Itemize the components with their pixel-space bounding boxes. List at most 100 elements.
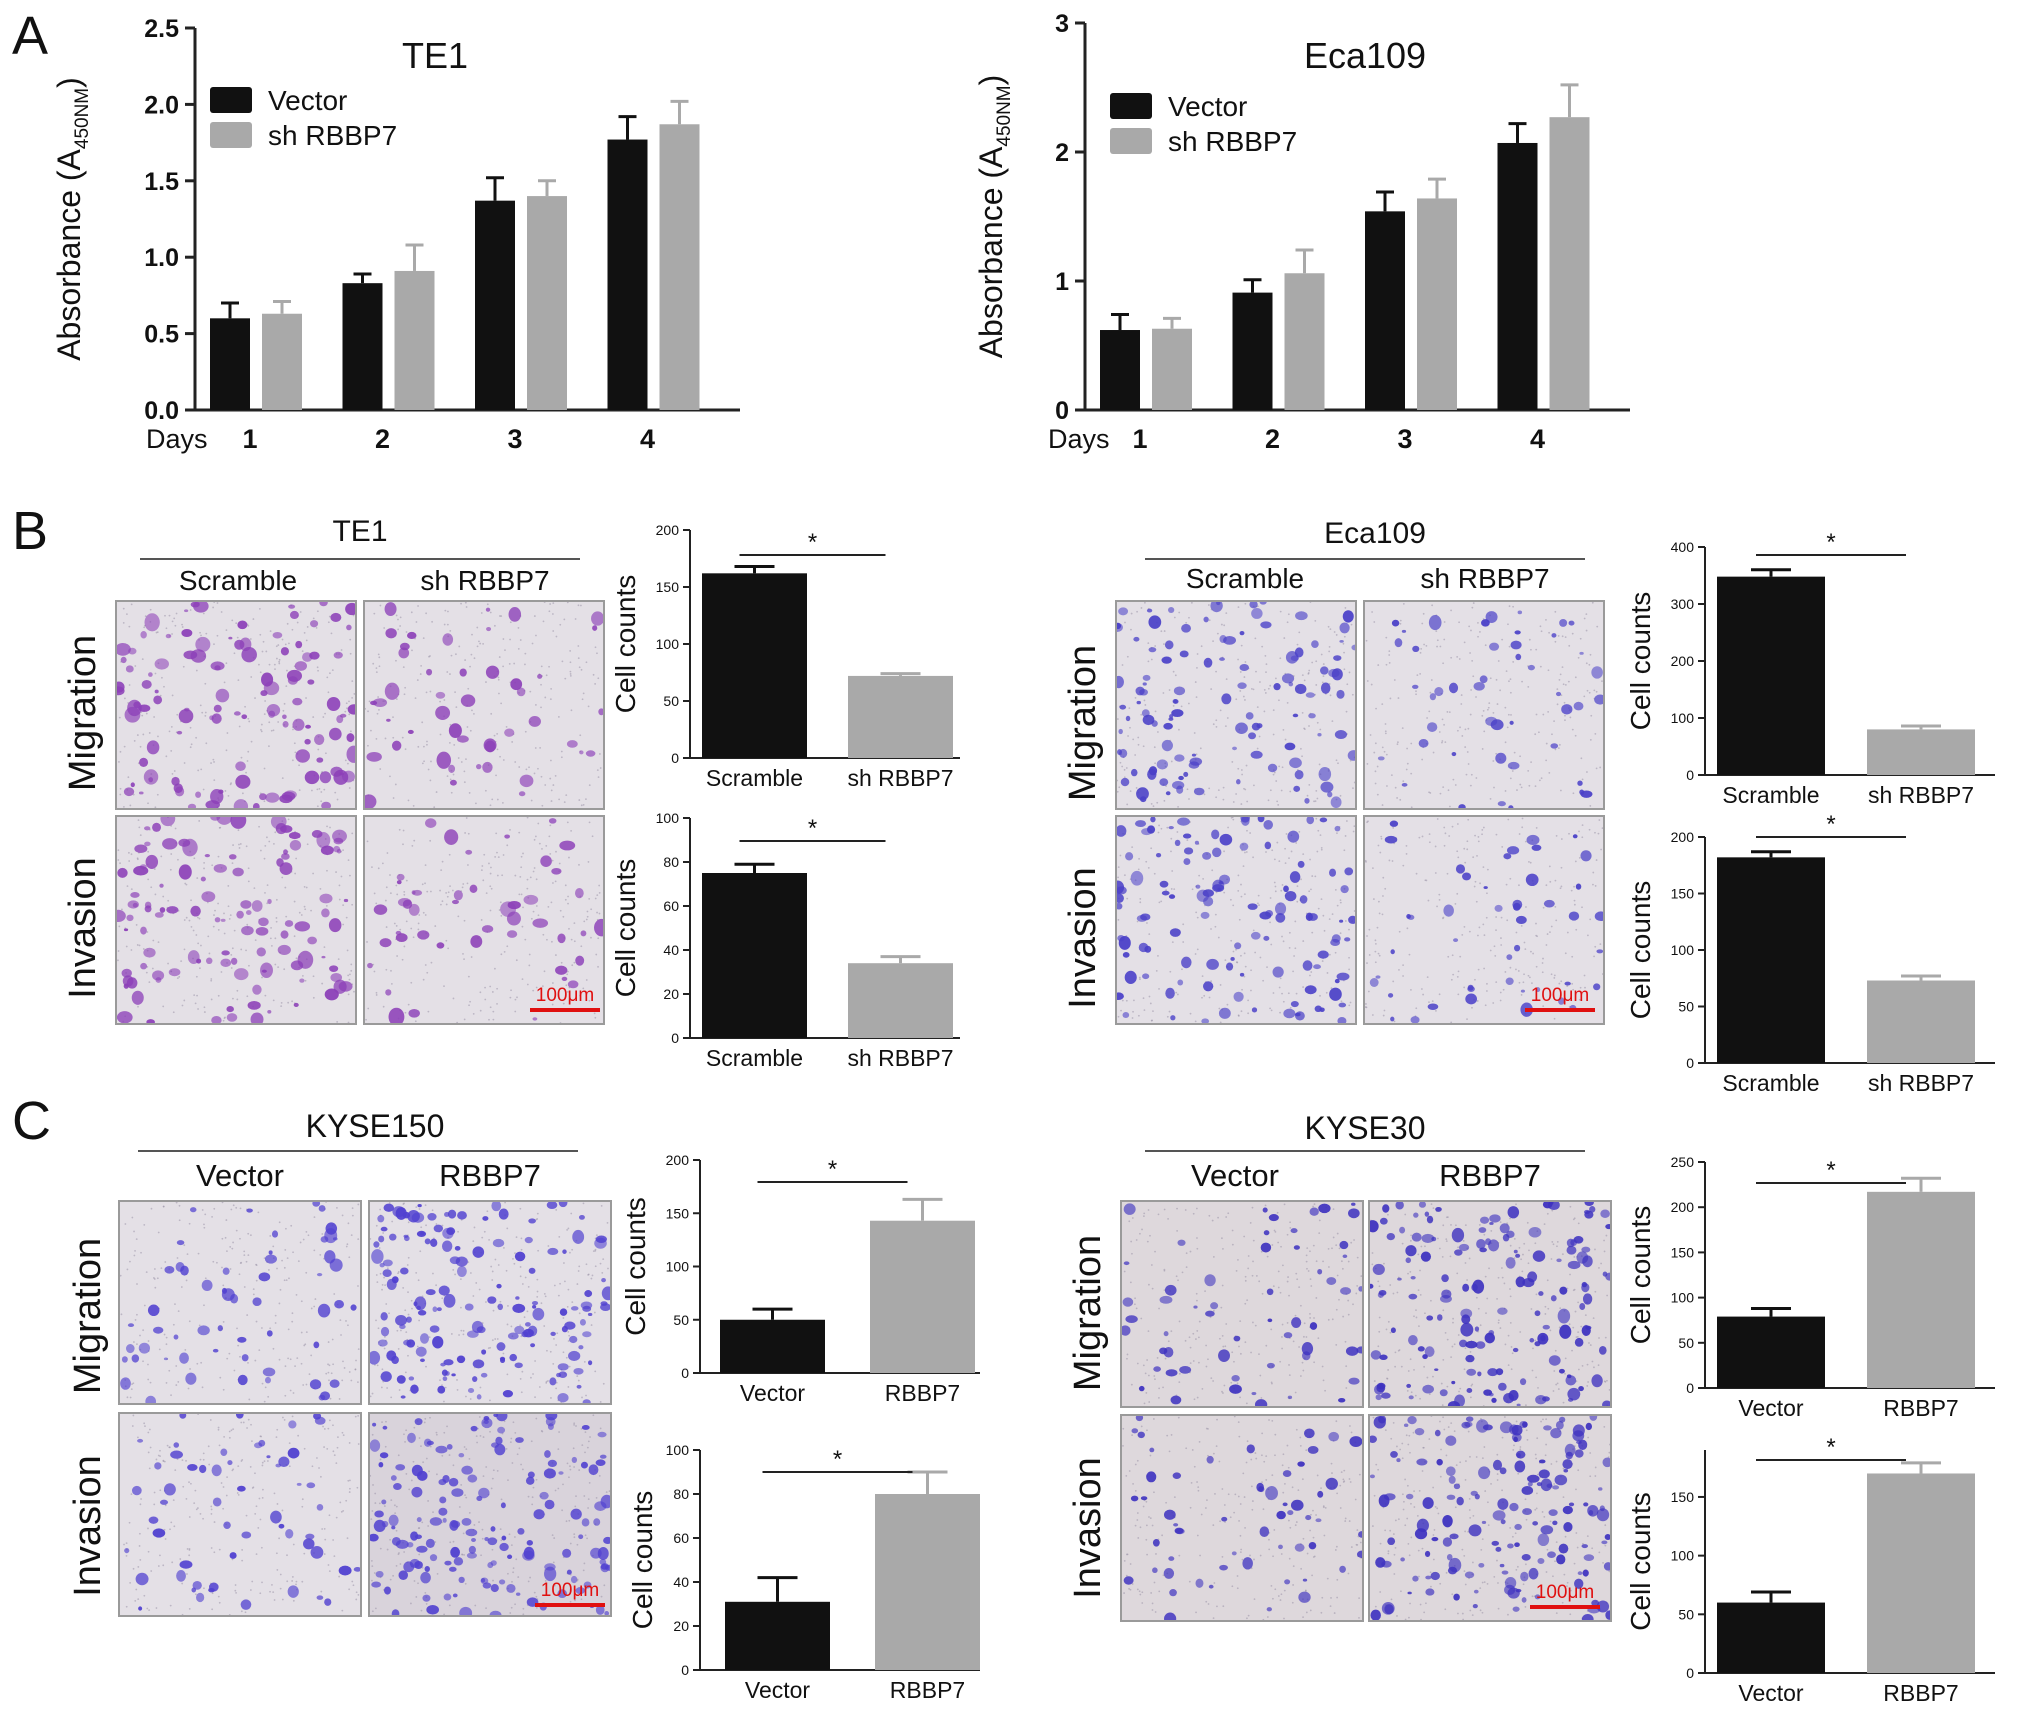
- stained-cell: [1580, 850, 1592, 862]
- membrane-pore: [349, 1487, 351, 1490]
- membrane-pore: [1456, 850, 1459, 853]
- membrane-pore: [199, 1458, 202, 1461]
- membrane-pore: [1237, 606, 1240, 608]
- stained-cell: [464, 1303, 474, 1311]
- membrane-pore: [1310, 1285, 1313, 1287]
- membrane-pore: [569, 673, 572, 675]
- membrane-pore: [175, 1365, 178, 1367]
- membrane-pore: [568, 856, 570, 859]
- stained-cell: [152, 970, 165, 981]
- membrane-pore: [1516, 789, 1518, 791]
- stained-cell: [482, 1216, 489, 1221]
- membrane-pore: [1572, 988, 1575, 991]
- membrane-pore: [1281, 992, 1283, 995]
- membrane-pore: [1313, 1203, 1316, 1206]
- membrane-pore: [1366, 962, 1368, 964]
- membrane-pore: [404, 1011, 407, 1014]
- membrane-pore: [1289, 1221, 1291, 1224]
- membrane-pore: [1195, 753, 1198, 756]
- membrane-pore: [1195, 1338, 1197, 1340]
- membrane-pore: [468, 792, 471, 794]
- membrane-pore: [1269, 1007, 1271, 1010]
- membrane-pore: [250, 740, 253, 743]
- membrane-pore: [1134, 1297, 1136, 1300]
- membrane-pore: [247, 1418, 250, 1421]
- membrane-pore: [129, 804, 132, 807]
- membrane-pore: [1194, 681, 1197, 683]
- membrane-pore: [1246, 800, 1249, 803]
- membrane-pore: [1487, 706, 1490, 709]
- membrane-pore: [1301, 755, 1303, 758]
- micrograph-background: [1117, 602, 1355, 808]
- membrane-pore: [1170, 850, 1172, 853]
- membrane-pore: [353, 990, 355, 993]
- membrane-pore: [1147, 660, 1150, 663]
- membrane-pore: [1443, 621, 1446, 623]
- membrane-pore: [1309, 1317, 1312, 1319]
- membrane-pore: [254, 697, 256, 699]
- membrane-pore: [284, 643, 287, 646]
- membrane-pore: [531, 1496, 534, 1499]
- stained-cell: [1138, 1385, 1145, 1392]
- membrane-pore: [375, 1319, 377, 1322]
- membrane-pore: [338, 1398, 341, 1400]
- stained-cell: [192, 1581, 202, 1590]
- stained-cell: [228, 854, 237, 860]
- membrane-pore: [1396, 743, 1399, 746]
- stained-cell: [570, 1306, 579, 1311]
- membrane-pore: [1192, 1212, 1195, 1215]
- stained-cell: [524, 1322, 531, 1327]
- membrane-pore: [214, 909, 216, 912]
- membrane-pore: [425, 1365, 427, 1368]
- stained-cell: [1202, 851, 1212, 860]
- stained-cell: [559, 1308, 568, 1316]
- stained-cell: [444, 1560, 452, 1566]
- membrane-pore: [1399, 798, 1402, 801]
- membrane-pore: [1601, 973, 1603, 975]
- membrane-pore: [1452, 973, 1455, 976]
- membrane-pore: [1489, 949, 1492, 952]
- membrane-pore: [1169, 970, 1172, 973]
- membrane-pore: [1397, 741, 1399, 744]
- membrane-pore: [401, 958, 404, 961]
- membrane-pore: [1133, 999, 1135, 1002]
- membrane-pore: [535, 1417, 538, 1420]
- stained-cell: [1245, 712, 1254, 720]
- membrane-pore: [473, 712, 475, 715]
- membrane-pore: [244, 705, 246, 708]
- membrane-pore: [562, 1483, 564, 1486]
- membrane-pore: [543, 602, 546, 603]
- stained-cell: [453, 890, 463, 901]
- membrane-pore: [1371, 611, 1373, 613]
- stained-cell: [557, 933, 566, 944]
- membrane-pore: [1527, 1262, 1530, 1265]
- membrane-pore: [386, 852, 389, 854]
- membrane-pore: [1261, 1292, 1264, 1295]
- membrane-pore: [601, 1271, 604, 1274]
- membrane-pore: [413, 839, 416, 842]
- membrane-pore: [1196, 1247, 1199, 1250]
- stained-cell: [171, 776, 180, 786]
- membrane-pore: [384, 1284, 387, 1287]
- membrane-pore: [317, 669, 319, 672]
- membrane-pore: [196, 877, 199, 879]
- membrane-pore: [189, 746, 192, 749]
- membrane-pore: [502, 665, 504, 668]
- membrane-pore: [1332, 1236, 1335, 1239]
- membrane-pore: [490, 1265, 493, 1268]
- stained-cell: [490, 1584, 499, 1593]
- membrane-pore: [1584, 986, 1586, 989]
- membrane-pore: [1499, 999, 1502, 1002]
- membrane-pore: [1530, 648, 1532, 651]
- membrane-pore: [582, 1569, 585, 1572]
- stained-cell: [342, 770, 355, 783]
- bar-sh-rbbp7: [848, 675, 953, 758]
- membrane-pore: [1170, 760, 1173, 763]
- stained-cell: [235, 1414, 244, 1419]
- membrane-pore: [544, 696, 547, 699]
- membrane-pore: [1249, 1222, 1252, 1224]
- membrane-pore: [415, 1206, 418, 1209]
- membrane-pore: [140, 1498, 142, 1500]
- stained-cell: [1239, 664, 1249, 672]
- membrane-pore: [168, 614, 171, 617]
